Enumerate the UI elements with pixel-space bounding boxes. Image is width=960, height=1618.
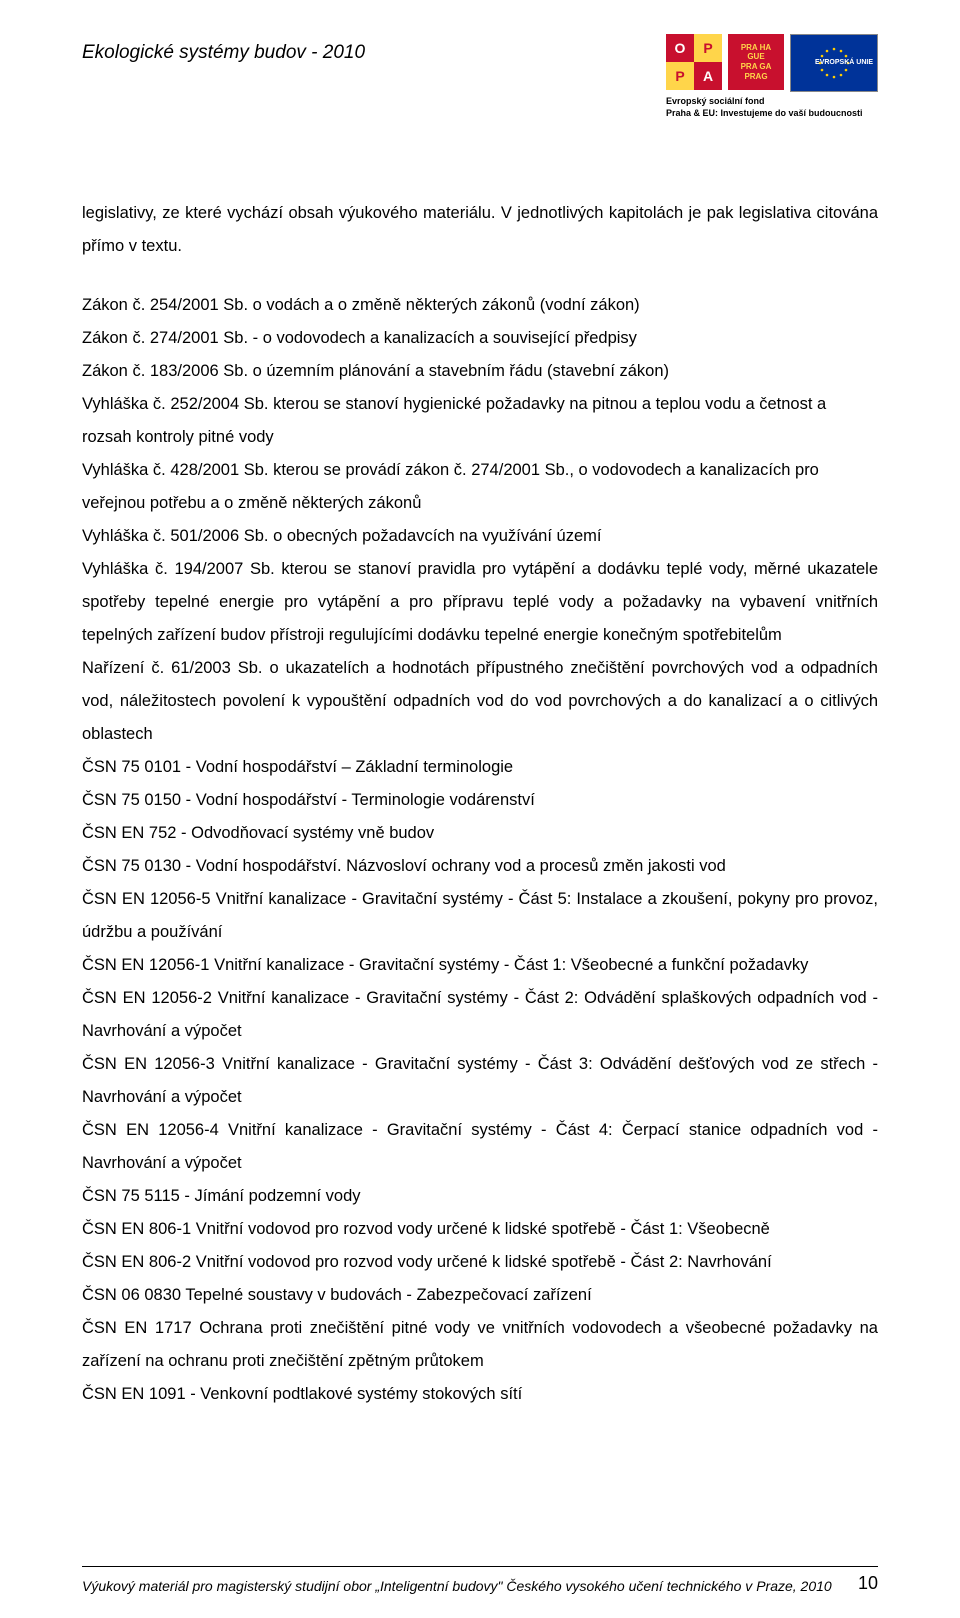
law-line: Zákon č. 254/2001 Sb. o vodách a o změně… [82, 289, 878, 322]
csn-line: ČSN EN 12056-5 Vnitřní kanalizace - Grav… [82, 883, 878, 949]
body-content: legislativy, ze které vychází obsah výuk… [82, 197, 878, 1411]
csn-line: ČSN EN 806-2 Vnitřní vodovod pro rozvod … [82, 1246, 878, 1279]
logos-block: O P P A PRA HA GUE PRA GA PRAG [666, 34, 878, 119]
course-title: Ekologické systémy budov - 2010 [82, 34, 365, 64]
csn-line: ČSN EN 1717 Ochrana proti znečištění pit… [82, 1312, 878, 1378]
prague-logo: PRA HA GUE PRA GA PRAG [728, 34, 784, 90]
law-line: Zákon č. 183/2006 Sb. o územním plánován… [82, 355, 878, 388]
csn-line: ČSN EN 12056-4 Vnitřní kanalizace - Grav… [82, 1114, 878, 1180]
csn-line: ČSN 75 0150 - Vodní hospodářství - Termi… [82, 784, 878, 817]
law-line: Zákon č. 274/2001 Sb. - o vodovodech a k… [82, 322, 878, 355]
csn-line: ČSN EN 806-1 Vnitřní vodovod pro rozvod … [82, 1213, 878, 1246]
decree-line: Vyhláška č. 501/2006 Sb. o obecných poža… [82, 520, 878, 553]
intro-paragraph: legislativy, ze které vychází obsah výuk… [82, 197, 878, 263]
eu-label: EVROPSKÁ UNIE [815, 59, 873, 67]
decree-line: Vyhláška č. 252/2004 Sb. kterou se stano… [82, 388, 878, 454]
csn-line: ČSN EN 752 - Odvodňovací systémy vně bud… [82, 817, 878, 850]
csn-line: ČSN 06 0830 Tepelné soustavy v budovách … [82, 1279, 878, 1312]
csn-line: ČSN 75 0101 - Vodní hospodářství – Zákla… [82, 751, 878, 784]
decree-line: Vyhláška č. 194/2007 Sb. kterou se stano… [82, 553, 878, 652]
eu-logo: EVROPSKÁ UNIE [790, 34, 878, 92]
footer-rule [82, 1566, 878, 1567]
csn-line: ČSN 75 0130 - Vodní hospodářství. Názvos… [82, 850, 878, 883]
regulation-line: Nařízení č. 61/2003 Sb. o ukazatelích a … [82, 652, 878, 751]
page-number: 10 [858, 1573, 878, 1594]
csn-line: ČSN EN 1091 - Venkovní podtlakové systém… [82, 1378, 878, 1411]
footer-text: Výukový materiál pro magisterský studijn… [82, 1578, 832, 1594]
csn-line: ČSN EN 12056-1 Vnitřní kanalizace - Grav… [82, 949, 878, 982]
page-footer: Výukový materiál pro magisterský studijn… [82, 1566, 878, 1594]
fund-text: Evropský sociální fond Praha & EU: Inves… [666, 96, 866, 119]
decree-line: Vyhláška č. 428/2001 Sb. kterou se prová… [82, 454, 878, 520]
csn-line: ČSN EN 12056-3 Vnitřní kanalizace - Grav… [82, 1048, 878, 1114]
page-header: Ekologické systémy budov - 2010 O P P A … [82, 34, 878, 119]
csn-line: ČSN EN 12056-2 Vnitřní kanalizace - Grav… [82, 982, 878, 1048]
opp-logo: O P P A [666, 34, 722, 90]
csn-line: ČSN 75 5115 - Jímání podzemní vody [82, 1180, 878, 1213]
